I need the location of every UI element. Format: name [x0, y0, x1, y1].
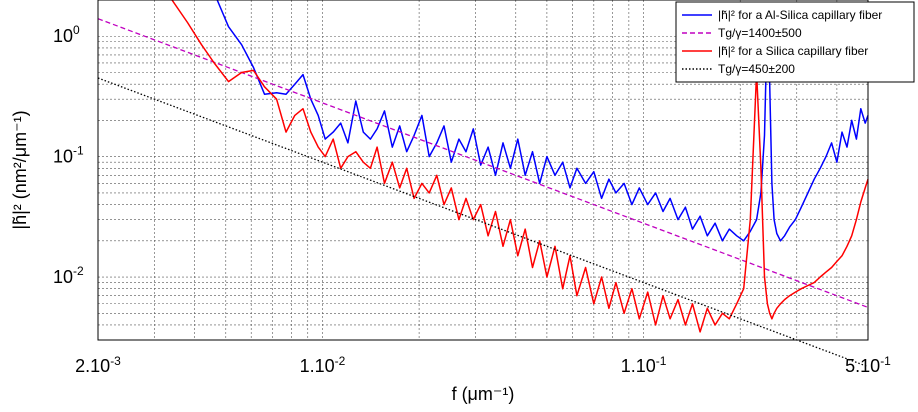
x-axis-label: f (μm⁻¹) — [452, 384, 515, 404]
series-line-4 — [97, 77, 869, 368]
axis-tick-labels: 2.10-3 1.10-2 1.10-1 5.10-1 100 10-1 10-2 — [53, 23, 891, 376]
x-tick-label: 1.10-1 — [621, 354, 667, 376]
plot-series — [97, 0, 869, 368]
legend-box — [675, 1, 915, 83]
series-line-3 — [171, 0, 869, 333]
series-line-2 — [97, 18, 869, 309]
y-tick-label: 10-1 — [53, 144, 84, 167]
plot-frame — [97, 0, 869, 341]
legend-label: Tg/γ=1400±500 — [718, 26, 802, 40]
legend-label: Tg/γ=450±200 — [718, 62, 795, 76]
legend: |h̃|² for a Al-Silica capillary fiber Tg/… — [675, 1, 915, 83]
x-tick-label: 1.10-2 — [300, 354, 346, 376]
legend-label: |h̃|² for a Al-Silica capillary fiber — [718, 8, 882, 22]
y-axis-label: |h̃|² (nm²/μm⁻¹) — [10, 110, 30, 229]
series-line-1 — [216, 0, 869, 242]
x-tick-label: 5.10-1 — [845, 354, 891, 376]
y-tick-label: 100 — [53, 23, 80, 46]
grid-lines — [98, 0, 868, 340]
y-tick-label: 10-2 — [53, 264, 84, 287]
legend-label: |h̃|² for a Silica capillary fiber — [718, 44, 868, 58]
x-tick-label: 2.10-3 — [75, 354, 121, 376]
